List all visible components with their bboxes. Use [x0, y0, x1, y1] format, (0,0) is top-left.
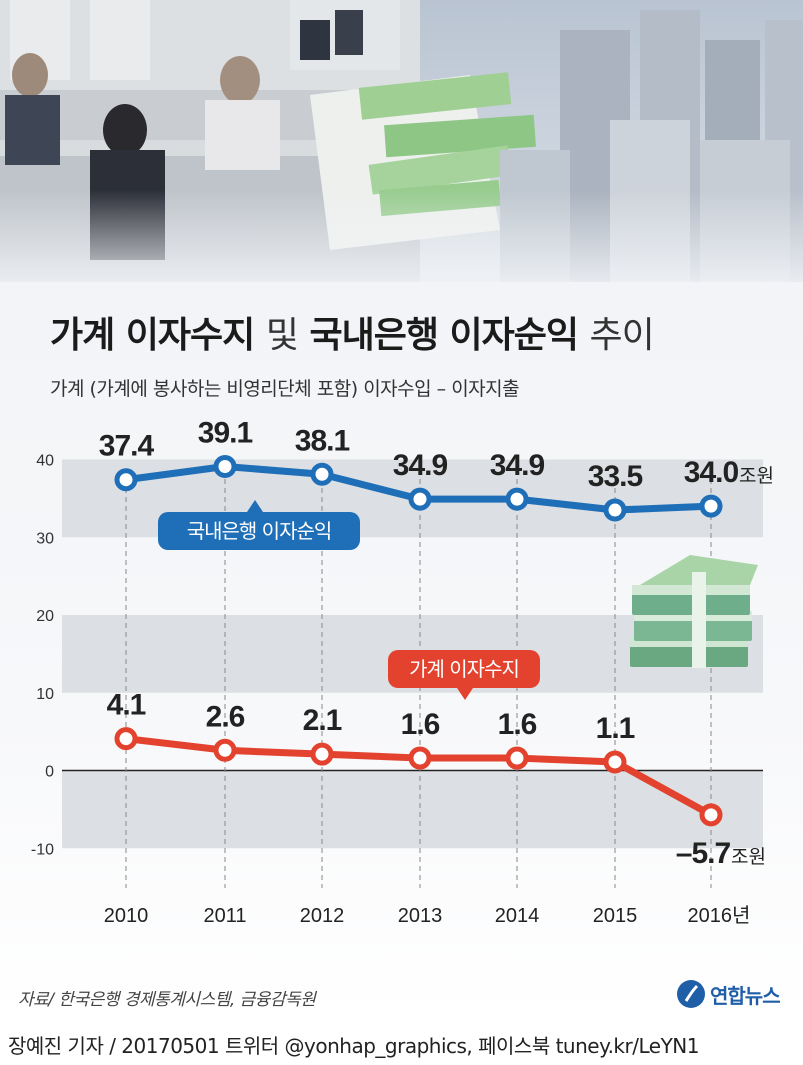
household-balance-point — [114, 727, 138, 751]
x-tick-label: 2014 — [495, 905, 540, 927]
bank-income-value: 34.0 — [684, 456, 739, 489]
bank-income-value: 34.9 — [393, 449, 448, 482]
household-balance-value: 2.1 — [303, 704, 342, 737]
y-tick-label: 0 — [45, 764, 54, 781]
bank-income-value: 33.5 — [588, 460, 643, 493]
x-tick-label: 2012 — [300, 905, 345, 927]
household-balance-point — [699, 803, 723, 827]
household-balance-point — [408, 746, 432, 770]
y-tick-label: 40 — [36, 453, 54, 470]
bank-income-value: 39.1 — [198, 420, 253, 449]
yonhap-logo-icon — [677, 980, 705, 1008]
bank-income-callout-pointer — [247, 500, 263, 512]
bank-income-point — [408, 487, 432, 511]
subtitle: 가계 (가계에 봉사하는 비영리단체 포함) 이자수입 – 이자지출 — [50, 378, 520, 400]
title-conjunction: 및 — [265, 315, 299, 356]
x-tick-label: 2016년 — [688, 904, 751, 927]
title-secondary: 국내은행 이자순익 — [309, 315, 578, 356]
household-balance-value: 1.1 — [596, 712, 635, 745]
x-tick-label: 2013 — [398, 905, 443, 927]
household-balance-point — [505, 746, 529, 770]
bank-income-value: 38.1 — [295, 424, 350, 457]
bank-income-point — [603, 498, 627, 522]
y-tick-label: 10 — [36, 686, 54, 703]
bank-income-point — [505, 487, 529, 511]
household-balance-value: 4.1 — [107, 689, 146, 722]
household-balance-value: –5.7 — [676, 837, 731, 870]
household-balance-value: 2.6 — [206, 700, 245, 733]
bank-income-value: 34.9 — [490, 449, 545, 482]
source-note: 자료/ 한국은행 경제통계시스템, 금융감독원 — [18, 990, 316, 1010]
logo-text: 연합뉴스 — [710, 983, 781, 1008]
bank-income-value: 37.4 — [99, 430, 155, 463]
page-title: 가계 이자수지 및 국내은행 이자순익 추이 — [50, 306, 655, 358]
yonhap-logo: 연합뉴스 — [676, 976, 781, 1012]
y-tick-label: 20 — [36, 608, 54, 625]
household-balance-value: 1.6 — [498, 708, 537, 741]
credit-line: 장예진 기자 / 20170501 트위터 @yonhap_graphics, … — [8, 1034, 699, 1058]
household-balance-callout-label: 가계 이자수지 — [409, 657, 519, 681]
unit-label: 조원 — [739, 465, 774, 487]
unit-label: 조원 — [731, 846, 766, 868]
money-stack-icon — [630, 555, 758, 668]
household-balance-point — [310, 742, 334, 766]
x-tick-label: 2011 — [203, 905, 246, 927]
title-primary: 가계 이자수지 — [50, 315, 255, 356]
title-suffix: 추이 — [589, 315, 655, 356]
bank-income-point — [699, 494, 723, 518]
household-balance-point — [603, 750, 627, 774]
grid-band — [62, 770, 763, 849]
household-balance-callout-box — [388, 650, 540, 688]
household-balance-callout-pointer — [457, 688, 473, 700]
bank-income-point — [310, 462, 334, 486]
bank-income-point — [114, 468, 138, 492]
y-tick-label: 30 — [36, 530, 54, 547]
bank-income-point — [213, 454, 237, 478]
bank-income-callout-box — [158, 512, 360, 550]
household-balance-point — [213, 738, 237, 762]
x-tick-label: 2015 — [593, 905, 638, 927]
y-tick-label: -10 — [31, 841, 54, 858]
household-balance-value: 1.6 — [401, 708, 440, 741]
photo-banner — [0, 0, 803, 300]
bank-income-callout-label: 국내은행 이자순익 — [187, 519, 332, 543]
x-tick-label: 2010 — [104, 905, 149, 927]
